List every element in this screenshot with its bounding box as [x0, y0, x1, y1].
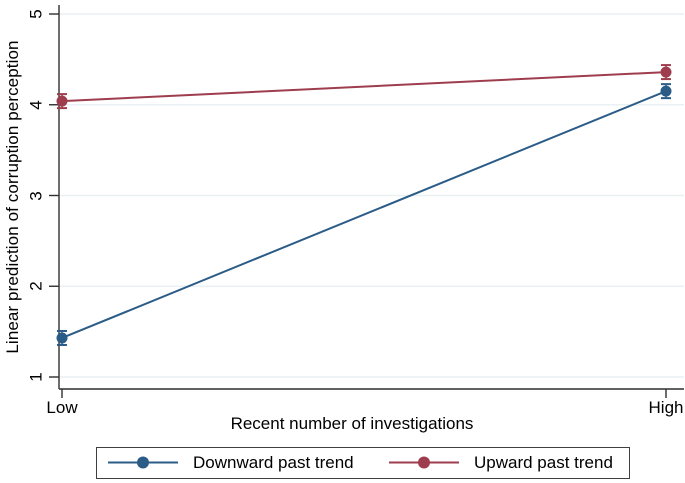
y-tick-label-5: 5 [26, 9, 46, 19]
data-point-marker [56, 95, 68, 107]
x-tick-label-high: High [648, 398, 684, 417]
data-point-marker [660, 85, 672, 97]
series-line-0 [61, 90, 667, 339]
y-tick-label-4: 4 [26, 100, 46, 110]
y-tick-label-1: 1 [26, 372, 46, 382]
data-point-marker [660, 66, 672, 78]
legend-key-line-marker [389, 456, 459, 469]
legend-item-upward-past-trend: Upward past trend [389, 448, 613, 477]
plot-area [49, 5, 684, 398]
data-point-marker [56, 332, 68, 344]
legend-key-line-marker [108, 456, 178, 469]
legend-item-downward-past-trend: Downward past trend [108, 448, 354, 477]
legend-label-downward: Downward past trend [193, 452, 354, 472]
series-line-1 [61, 71, 667, 103]
y-tick-label-3: 3 [26, 190, 46, 201]
y-axis-title: Linear prediction of corruption percepti… [3, 40, 22, 354]
y-tick-label-2: 2 [26, 281, 46, 291]
x-tick-label-low: Low [46, 398, 78, 417]
legend: Downward past trend Upward past trend [96, 447, 630, 479]
legend-label-upward: Upward past trend [474, 452, 613, 472]
x-axis-title: Recent number of investigations [230, 414, 474, 433]
